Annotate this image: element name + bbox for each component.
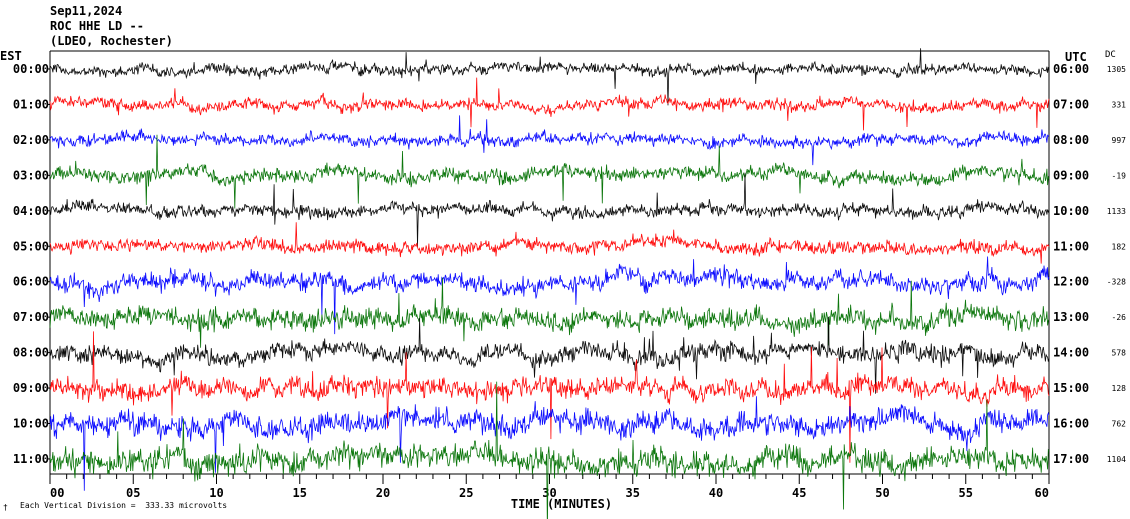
- est-hour-label: 08:00: [13, 346, 49, 360]
- x-tick-label: 25: [459, 486, 473, 500]
- dc-offset-value: 331: [1112, 100, 1127, 109]
- x-tick-label: 35: [626, 486, 640, 500]
- dc-offset-value: 762: [1112, 420, 1127, 429]
- x-tick-label: 05: [126, 486, 140, 500]
- est-hour-label: 03:00: [13, 168, 49, 182]
- x-tick-label: 00: [50, 486, 64, 500]
- header-station: ROC HHE LD --: [50, 19, 144, 33]
- est-hour-label: 07:00: [13, 310, 49, 324]
- utc-hour-label: 11:00: [1053, 239, 1089, 253]
- trace-0000: [49, 48, 1050, 106]
- utc-hour-label: 07:00: [1053, 97, 1089, 111]
- trace-0500: [49, 222, 1050, 264]
- trace-0400: [49, 172, 1050, 247]
- trace-0100: [49, 77, 1050, 131]
- header-date: Sep11,2024: [50, 4, 123, 18]
- utc-hour-label: 16:00: [1053, 417, 1089, 431]
- x-tick-label: 45: [792, 486, 806, 500]
- est-axis-label: EST: [0, 49, 22, 63]
- trace-0600: [49, 256, 1050, 335]
- x-tick-label: 50: [875, 486, 889, 500]
- utc-hour-label: 09:00: [1053, 168, 1089, 182]
- est-hour-label: 06:00: [13, 275, 49, 289]
- header-network: (LDEO, Rochester): [50, 34, 173, 48]
- dc-offset-value: 128: [1112, 384, 1127, 393]
- dc-offset-value: -26: [1112, 313, 1127, 322]
- utc-hour-label: 17:00: [1053, 452, 1089, 466]
- utc-hour-label: 06:00: [1053, 62, 1089, 76]
- dc-offset-value: 578: [1112, 349, 1127, 358]
- x-tick-label: 15: [293, 486, 307, 500]
- est-hour-label: 01:00: [13, 97, 49, 111]
- utc-hour-label: 15:00: [1053, 381, 1089, 395]
- x-axis-title: TIME (MINUTES): [511, 497, 612, 511]
- dc-offset-value: 1133: [1107, 207, 1126, 216]
- est-hour-label: 11:00: [13, 452, 49, 466]
- trace-0900: [49, 331, 1050, 463]
- est-hour-label: 09:00: [13, 381, 49, 395]
- x-tick-label: 55: [959, 486, 973, 500]
- trace-0300: [49, 134, 1050, 209]
- utc-hour-label: 12:00: [1053, 275, 1089, 289]
- x-tick-label: 20: [376, 486, 390, 500]
- utc-axis-label: UTC: [1065, 50, 1087, 64]
- dc-offset-value: 997: [1112, 136, 1127, 145]
- dc-column-label: DC: [1105, 50, 1116, 60]
- trace-0200: [49, 115, 1050, 166]
- utc-hour-label: 08:00: [1053, 133, 1089, 147]
- x-tick-label: 10: [209, 486, 223, 500]
- corner-mark: †: [3, 503, 8, 512]
- dc-offset-value: 182: [1112, 242, 1127, 251]
- dc-offset-value: 1305: [1107, 65, 1126, 74]
- trace-0700: [49, 277, 1049, 348]
- x-tick-label: 30: [542, 486, 556, 500]
- est-hour-label: 10:00: [13, 417, 49, 431]
- dc-offset-value: -328: [1107, 278, 1126, 287]
- est-hour-label: 05:00: [13, 239, 49, 253]
- trace-1100: [49, 381, 1050, 519]
- trace-1000: [49, 396, 1050, 491]
- est-hour-label: 04:00: [13, 204, 49, 218]
- x-tick-label: 60: [1035, 486, 1049, 500]
- est-hour-label: 02:00: [13, 133, 49, 147]
- est-hour-label: 00:00: [13, 62, 49, 76]
- dc-offset-value: 1104: [1107, 455, 1126, 464]
- dc-offset-value: -19: [1112, 171, 1127, 180]
- utc-hour-label: 14:00: [1053, 346, 1089, 360]
- utc-hour-label: 10:00: [1053, 204, 1089, 218]
- x-tick-label: 40: [709, 486, 723, 500]
- utc-hour-label: 13:00: [1053, 310, 1089, 324]
- division-note: Each Vertical Division = 333.33 microvol…: [20, 501, 228, 510]
